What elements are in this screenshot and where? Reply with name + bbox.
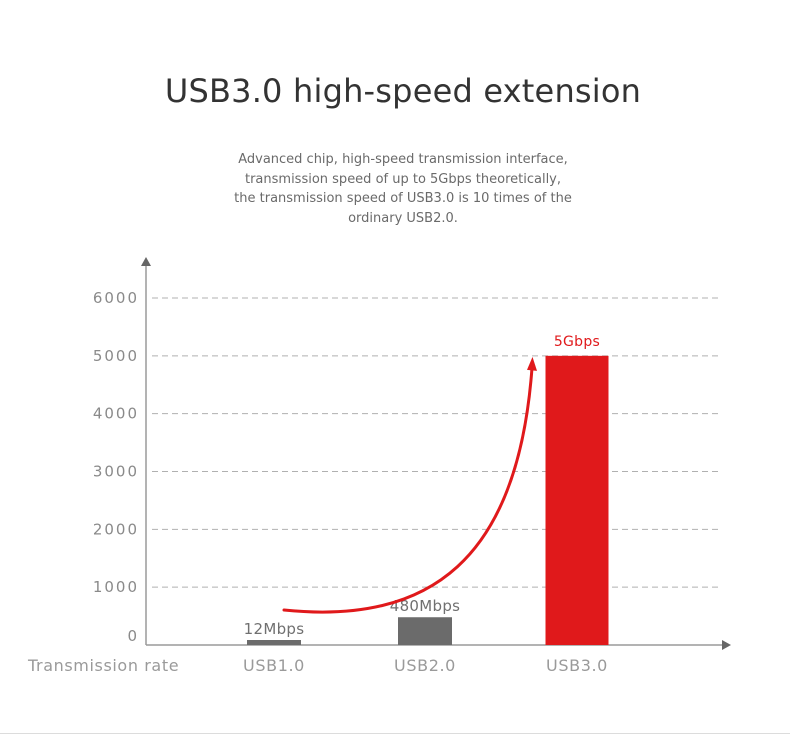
subtitle-line-2: transmission speed of up to 5Gbps theore… xyxy=(244,171,562,187)
x-axis-title: Transmission rate xyxy=(27,656,179,675)
y-tick-label: 5000 xyxy=(93,347,139,365)
page-title: USB3.0 high-speed extension xyxy=(164,72,642,110)
x-axis-arrowhead xyxy=(722,640,731,650)
bar-usb30 xyxy=(545,355,609,645)
growth-arrow xyxy=(282,366,534,614)
x-tick-label: USB1.0 xyxy=(243,656,305,675)
y-tick-label: 1000 xyxy=(93,578,139,596)
growth-arrowhead xyxy=(527,356,537,371)
y-axis-arrowhead xyxy=(141,257,151,266)
bar-usb10 xyxy=(247,640,301,645)
y-tick-label: 3000 xyxy=(93,463,139,481)
y-tick-label: 6000 xyxy=(93,289,139,307)
y-tick-label: 4000 xyxy=(93,405,139,423)
bar-value-label: 12Mbps xyxy=(244,620,305,638)
bar-value-label: 5Gbps xyxy=(554,334,600,350)
y-tick-label: 0 xyxy=(127,627,139,645)
bar-usb20 xyxy=(398,617,452,645)
subtitle-line-3: the transmission speed of USB3.0 is 10 t… xyxy=(234,191,572,206)
subtitle-line-1: Advanced chip, high-speed transmission i… xyxy=(238,152,568,167)
y-tick-label: 2000 xyxy=(93,520,139,538)
x-tick-label: USB2.0 xyxy=(394,656,456,675)
bar-value-label: 480Mbps xyxy=(390,597,461,615)
page-subtitle: Advanced chip, high-speed transmission i… xyxy=(200,150,606,228)
subtitle-line-4: ordinary USB2.0. xyxy=(348,210,458,226)
x-tick-label: USB3.0 xyxy=(546,656,608,675)
bottom-divider xyxy=(0,733,790,734)
